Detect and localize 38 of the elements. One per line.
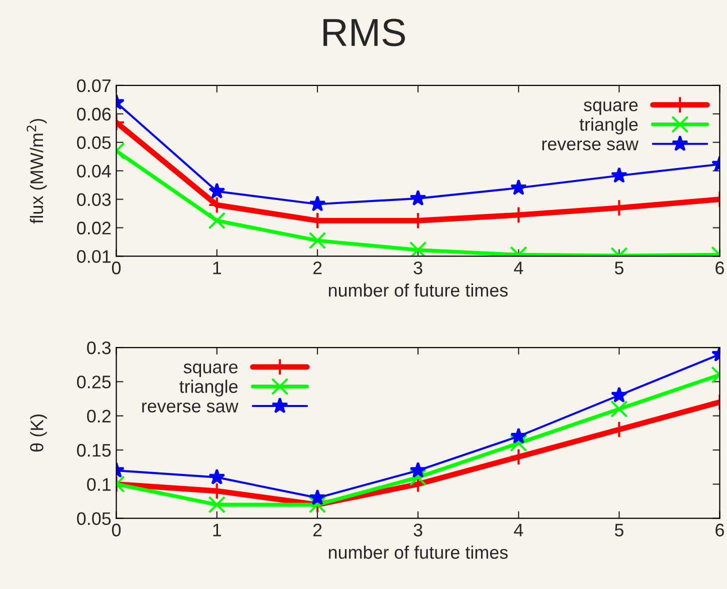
x-axis-title: number of future times bbox=[328, 546, 508, 559]
y-tick-label: 0.05 bbox=[77, 136, 111, 150]
x-tick-label: 0 bbox=[112, 524, 121, 536]
x-axis-title: number of future times bbox=[328, 283, 508, 297]
y-tick-label: 0.15 bbox=[77, 444, 111, 457]
x-tick-label: 5 bbox=[614, 524, 624, 536]
x-tick-label: 5 bbox=[614, 262, 624, 274]
x-tick-label: 3 bbox=[414, 262, 422, 274]
x-tick-label: 2 bbox=[313, 524, 322, 536]
x-tick-label: 2 bbox=[313, 262, 322, 274]
y-axis-title: flux (MW/m$^{2}$) bbox=[26, 118, 47, 224]
legend-label: square bbox=[184, 364, 238, 377]
y-tick-label: 0.3 bbox=[87, 341, 111, 354]
legend-label: triangle bbox=[179, 380, 238, 397]
x-tick-label: 1 bbox=[213, 262, 222, 274]
y-tick-label: 0.06 bbox=[77, 108, 111, 121]
y-tick-label: 0.1 bbox=[87, 478, 111, 491]
x-tick-label: 6 bbox=[716, 524, 724, 536]
x-tick-label: 3 bbox=[414, 524, 422, 536]
y-tick-label: 0.03 bbox=[77, 193, 111, 206]
y-tick-label: 0.05 bbox=[77, 512, 111, 526]
x-tick-label: 1 bbox=[213, 524, 222, 536]
y-tick-label: 0.07 bbox=[77, 79, 111, 92]
y-tick-label: 0.02 bbox=[77, 222, 111, 234]
x-tick-label: 4 bbox=[514, 262, 524, 274]
y-tick-label: 0.25 bbox=[77, 376, 111, 388]
chart-title: RMS bbox=[323, 18, 405, 46]
x-tick-label: 0 bbox=[112, 262, 121, 274]
legend-label: reverse saw bbox=[142, 402, 238, 412]
legend-label: triangle bbox=[580, 118, 638, 134]
y-tick-label: 0.2 bbox=[87, 410, 111, 423]
y-tick-label: 0.04 bbox=[77, 164, 111, 178]
x-tick-label: 6 bbox=[716, 262, 724, 274]
legend-label: square bbox=[584, 101, 638, 115]
legend-label: reverse saw bbox=[542, 140, 639, 150]
y-tick-label: 0.01 bbox=[77, 250, 111, 263]
x-tick-label: 4 bbox=[514, 524, 524, 536]
y-axis-title: θ (K) bbox=[30, 414, 47, 452]
